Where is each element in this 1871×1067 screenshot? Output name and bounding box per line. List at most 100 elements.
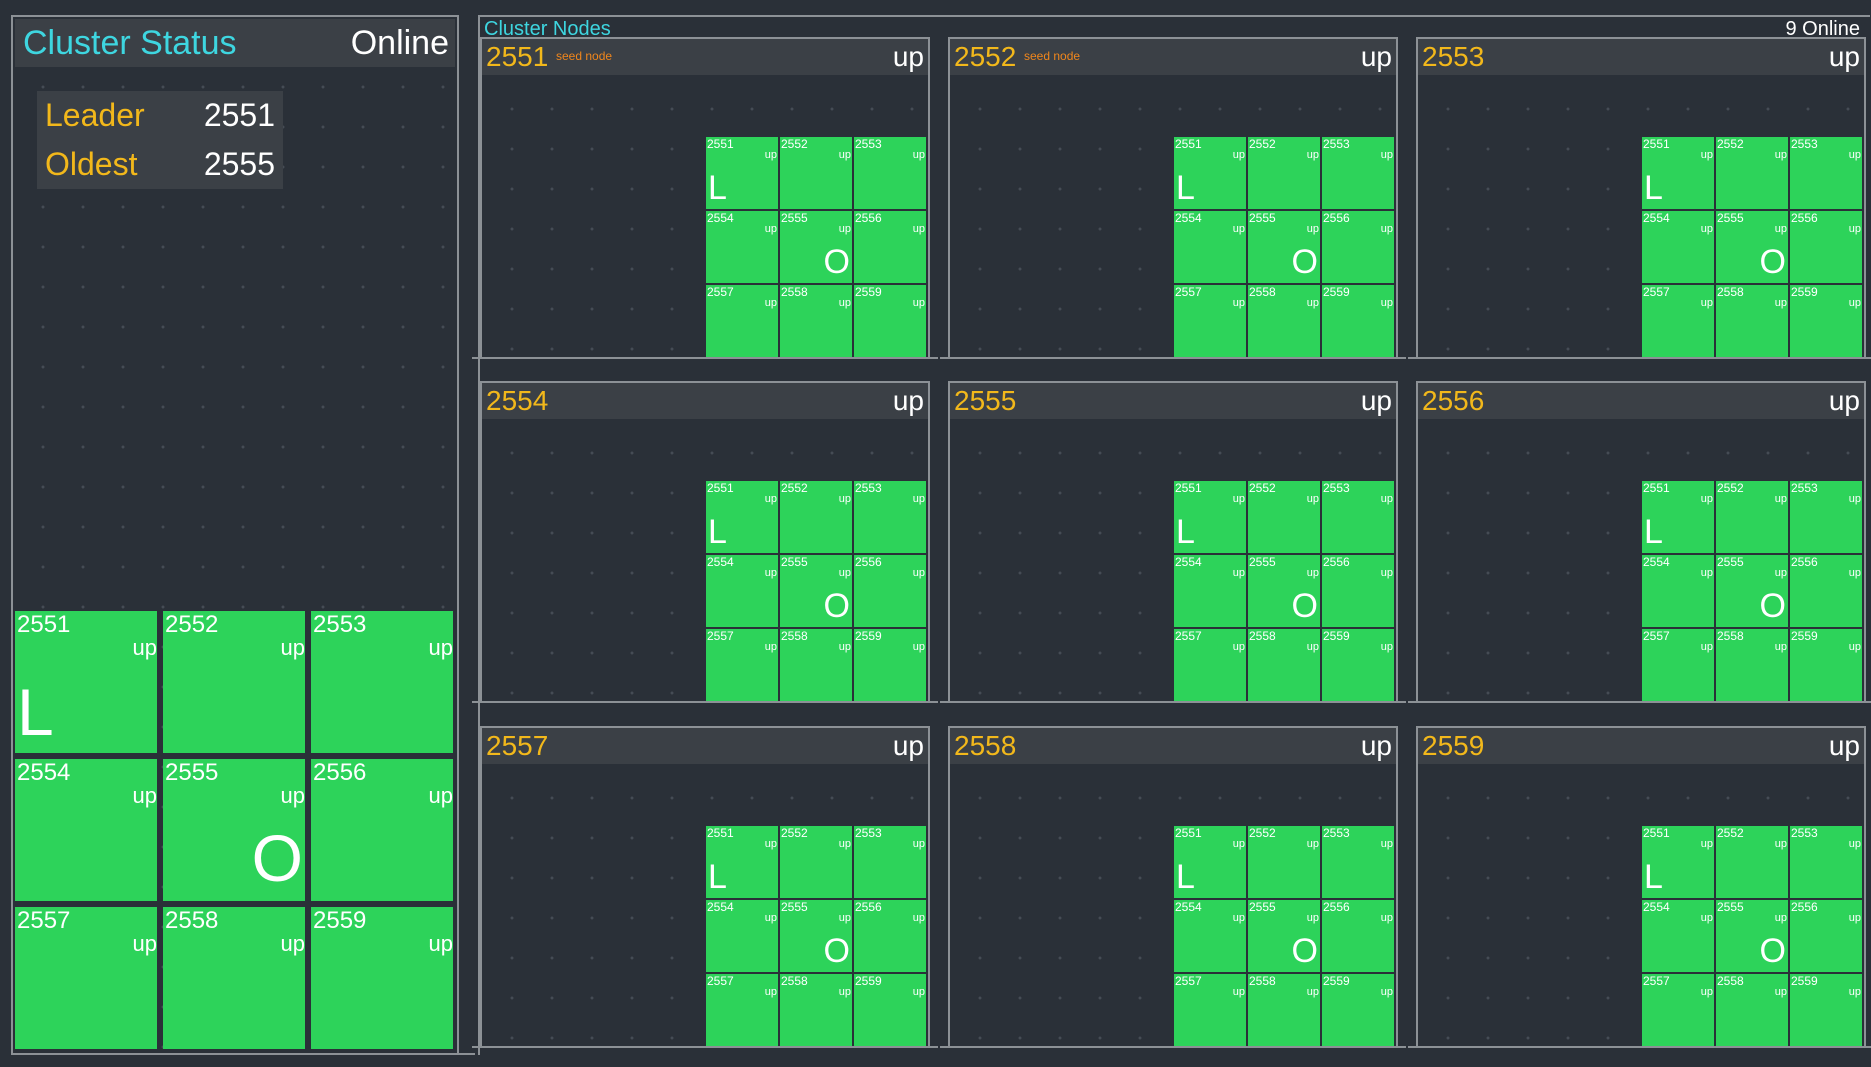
mini-member-tile-2551[interactable]: 2551 up L	[1642, 481, 1714, 553]
mini-member-tile-2552[interactable]: 2552 up	[780, 481, 852, 553]
mini-member-tile-2559[interactable]: 2559 up	[1322, 974, 1394, 1046]
mini-member-tile-2553[interactable]: 2553 up	[1790, 481, 1862, 553]
member-tile-2556[interactable]: 2556 up	[311, 759, 453, 901]
mini-member-tile-2558[interactable]: 2558 up	[780, 285, 852, 357]
mini-member-tile-2553[interactable]: 2553 up	[1790, 137, 1862, 209]
mini-member-tile-2557[interactable]: 2557 up	[1642, 974, 1714, 1046]
mini-member-tile-2553[interactable]: 2553 up	[854, 137, 926, 209]
mini-member-tile-2552[interactable]: 2552 up	[780, 137, 852, 209]
member-tile-2558[interactable]: 2558 up	[163, 907, 305, 1049]
mini-member-tile-2558[interactable]: 2558 up	[1716, 974, 1788, 1046]
mini-member-tile-2556[interactable]: 2556 up	[854, 555, 926, 627]
mini-member-tile-2558[interactable]: 2558 up	[1716, 629, 1788, 701]
mini-member-tile-2555[interactable]: 2555 up O	[780, 900, 852, 972]
node-card-2551[interactable]: 2551 seed node up 2551 up L 2552 up 2553 up 2554 up…	[472, 37, 938, 359]
mini-member-tile-2555[interactable]: 2555 up O	[1716, 211, 1788, 283]
mini-member-tile-2559[interactable]: 2559 up	[1790, 974, 1862, 1046]
member-tile-2554[interactable]: 2554 up	[15, 759, 157, 901]
mini-member-tile-2559[interactable]: 2559 up	[1790, 285, 1862, 357]
mini-member-tile-2551[interactable]: 2551 up L	[1642, 137, 1714, 209]
member-tile-2555[interactable]: 2555 up O	[163, 759, 305, 901]
mini-member-tile-2552[interactable]: 2552 up	[1248, 137, 1320, 209]
mini-member-tile-2552[interactable]: 2552 up	[1716, 137, 1788, 209]
mini-member-tile-2556[interactable]: 2556 up	[854, 900, 926, 972]
mini-member-tile-2555[interactable]: 2555 up O	[780, 555, 852, 627]
mini-member-tile-2559[interactable]: 2559 up	[1322, 285, 1394, 357]
member-tile-2557[interactable]: 2557 up	[15, 907, 157, 1049]
mini-member-tile-2551[interactable]: 2551 up L	[706, 826, 778, 898]
mini-member-tile-2555[interactable]: 2555 up O	[1716, 555, 1788, 627]
mini-member-tile-2555[interactable]: 2555 up O	[1248, 555, 1320, 627]
mini-member-tile-2556[interactable]: 2556 up	[1322, 211, 1394, 283]
mini-member-tile-2559[interactable]: 2559 up	[854, 285, 926, 357]
mini-member-tile-2559[interactable]: 2559 up	[1790, 629, 1862, 701]
mini-member-tile-2552[interactable]: 2552 up	[1248, 826, 1320, 898]
mini-member-tile-2553[interactable]: 2553 up	[854, 826, 926, 898]
mini-member-tile-2555[interactable]: 2555 up O	[780, 211, 852, 283]
mini-member-tile-2557[interactable]: 2557 up	[706, 974, 778, 1046]
mini-member-tile-2557[interactable]: 2557 up	[1174, 285, 1246, 357]
mini-member-tile-2557[interactable]: 2557 up	[1174, 629, 1246, 701]
mini-member-tile-2551[interactable]: 2551 up L	[706, 137, 778, 209]
node-card-2554[interactable]: 2554 up 2551 up L 2552 up 2553 up 2554 up 2555 up O 25…	[472, 381, 938, 703]
mini-member-tile-2551[interactable]: 2551 up L	[1174, 137, 1246, 209]
mini-member-tile-2557[interactable]: 2557 up	[1642, 629, 1714, 701]
mini-member-tile-2554[interactable]: 2554 up	[1642, 211, 1714, 283]
mini-member-tile-2556[interactable]: 2556 up	[854, 211, 926, 283]
node-card-2557[interactable]: 2557 up 2551 up L 2552 up 2553 up 2554 up 2555 up O 25…	[472, 726, 938, 1048]
mini-member-tile-2553[interactable]: 2553 up	[1790, 826, 1862, 898]
mini-oldest-marker: O	[1759, 243, 1786, 281]
mini-member-tile-2556[interactable]: 2556 up	[1790, 555, 1862, 627]
node-card-2553[interactable]: 2553 up 2551 up L 2552 up 2553 up 2554 up 2555 up O 25…	[1408, 37, 1871, 359]
mini-member-tile-2557[interactable]: 2557 up	[706, 285, 778, 357]
mini-member-tile-2556[interactable]: 2556 up	[1322, 555, 1394, 627]
member-tile-2552[interactable]: 2552 up	[163, 611, 305, 753]
node-card-2558[interactable]: 2558 up 2551 up L 2552 up 2553 up 2554 up 2555 up O 25…	[940, 726, 1406, 1048]
mini-member-tile-2551[interactable]: 2551 up L	[1174, 826, 1246, 898]
mini-member-tile-2556[interactable]: 2556 up	[1322, 900, 1394, 972]
mini-member-tile-2556[interactable]: 2556 up	[1790, 900, 1862, 972]
node-card-2559[interactable]: 2559 up 2551 up L 2552 up 2553 up 2554 up 2555 up O 25…	[1408, 726, 1871, 1048]
mini-member-tile-2555[interactable]: 2555 up O	[1248, 211, 1320, 283]
mini-member-tile-2552[interactable]: 2552 up	[1716, 826, 1788, 898]
mini-member-tile-2554[interactable]: 2554 up	[1174, 900, 1246, 972]
mini-member-tile-2558[interactable]: 2558 up	[1248, 974, 1320, 1046]
mini-member-tile-2554[interactable]: 2554 up	[706, 211, 778, 283]
mini-member-tile-2552[interactable]: 2552 up	[1716, 481, 1788, 553]
mini-member-tile-2559[interactable]: 2559 up	[1322, 629, 1394, 701]
mini-member-tile-2558[interactable]: 2558 up	[780, 974, 852, 1046]
mini-member-tile-2557[interactable]: 2557 up	[1174, 974, 1246, 1046]
mini-member-tile-2551[interactable]: 2551 up L	[706, 481, 778, 553]
mini-member-tile-2553[interactable]: 2553 up	[854, 481, 926, 553]
member-tile-2553[interactable]: 2553 up	[311, 611, 453, 753]
mini-member-tile-2553[interactable]: 2553 up	[1322, 481, 1394, 553]
mini-member-tile-2552[interactable]: 2552 up	[780, 826, 852, 898]
mini-member-tile-2558[interactable]: 2558 up	[780, 629, 852, 701]
node-card-2552[interactable]: 2552 seed node up 2551 up L 2552 up 2553 up 2554 up…	[940, 37, 1406, 359]
mini-member-tile-2553[interactable]: 2553 up	[1322, 137, 1394, 209]
mini-member-tile-2554[interactable]: 2554 up	[1174, 555, 1246, 627]
mini-member-tile-2559[interactable]: 2559 up	[854, 629, 926, 701]
mini-member-tile-2555[interactable]: 2555 up O	[1716, 900, 1788, 972]
mini-member-tile-2552[interactable]: 2552 up	[1248, 481, 1320, 553]
mini-member-tile-2554[interactable]: 2554 up	[706, 900, 778, 972]
mini-member-tile-2556[interactable]: 2556 up	[1790, 211, 1862, 283]
mini-member-tile-2559[interactable]: 2559 up	[854, 974, 926, 1046]
mini-member-tile-2558[interactable]: 2558 up	[1248, 629, 1320, 701]
mini-member-tile-2551[interactable]: 2551 up L	[1174, 481, 1246, 553]
node-card-2555[interactable]: 2555 up 2551 up L 2552 up 2553 up 2554 up 2555 up O 25…	[940, 381, 1406, 703]
mini-member-tile-2555[interactable]: 2555 up O	[1248, 900, 1320, 972]
mini-member-tile-2554[interactable]: 2554 up	[706, 555, 778, 627]
mini-member-tile-2558[interactable]: 2558 up	[1716, 285, 1788, 357]
member-tile-2551[interactable]: 2551 up L	[15, 611, 157, 753]
node-card-2556[interactable]: 2556 up 2551 up L 2552 up 2553 up 2554 up 2555 up O 25…	[1408, 381, 1871, 703]
mini-member-tile-2554[interactable]: 2554 up	[1642, 900, 1714, 972]
mini-member-tile-2554[interactable]: 2554 up	[1174, 211, 1246, 283]
mini-member-tile-2554[interactable]: 2554 up	[1642, 555, 1714, 627]
mini-member-tile-2551[interactable]: 2551 up L	[1642, 826, 1714, 898]
mini-member-tile-2557[interactable]: 2557 up	[1642, 285, 1714, 357]
mini-member-tile-2557[interactable]: 2557 up	[706, 629, 778, 701]
mini-member-tile-2553[interactable]: 2553 up	[1322, 826, 1394, 898]
mini-member-tile-2558[interactable]: 2558 up	[1248, 285, 1320, 357]
member-tile-2559[interactable]: 2559 up	[311, 907, 453, 1049]
